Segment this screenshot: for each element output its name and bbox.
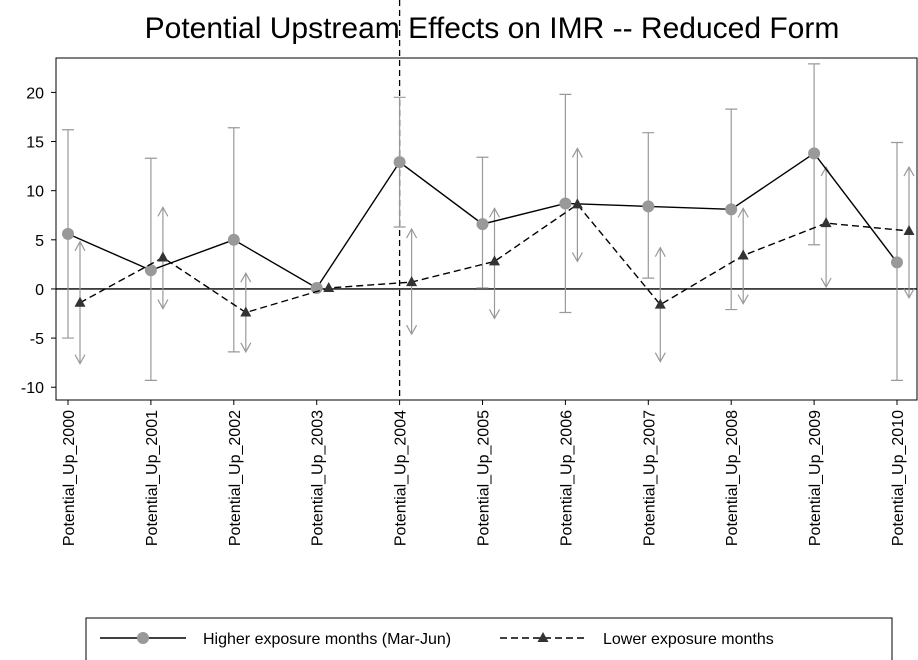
error-cap [144, 157, 157, 381]
x-tick-label: Potential_Up_2010 [890, 410, 907, 546]
error-cap [559, 93, 572, 314]
x-tick-label: Potential_Up_2002 [227, 410, 244, 546]
error-cap [157, 206, 169, 310]
x-tick-label: Potential_Up_2007 [641, 410, 658, 546]
marker [571, 198, 583, 209]
x-tick-label: Potential_Up_2009 [807, 410, 824, 546]
error-cap [808, 63, 821, 246]
marker [808, 147, 821, 160]
error-cap [891, 141, 903, 381]
x-tick-label: Potential_Up_2005 [476, 410, 493, 546]
y-tick-label: -10 [21, 380, 44, 397]
legend-marker [537, 632, 549, 642]
x-tick-label: Potential_Up_2006 [558, 410, 575, 546]
error-cap [725, 108, 738, 311]
marker [642, 200, 655, 213]
legend-box [85, 617, 893, 660]
marker [489, 255, 500, 266]
plot-frame [55, 57, 918, 401]
y-tick-label: -5 [30, 331, 44, 348]
x-tick-label: Potential_Up_2001 [144, 410, 161, 546]
y-tick-label: 5 [35, 233, 44, 250]
x-tick-label: Potential_Up_2008 [724, 410, 741, 546]
error-cap [74, 240, 86, 365]
error-cap [240, 271, 252, 354]
legend-marker [137, 632, 149, 644]
error-cap [642, 132, 655, 279]
marker [903, 224, 915, 235]
x-tick-label: Potential_Up_2004 [393, 410, 410, 546]
legend-label: Higher exposure months (Mar-Jun) [203, 631, 451, 648]
error-cap [476, 156, 489, 289]
marker [725, 203, 738, 216]
marker [74, 296, 86, 307]
marker [393, 156, 406, 169]
marker [559, 197, 572, 210]
error-cap [654, 246, 666, 363]
error-cap [571, 147, 583, 263]
marker [820, 217, 832, 228]
y-tick-label: 0 [35, 282, 44, 299]
y-tick-label: 20 [26, 85, 44, 102]
marker [240, 306, 252, 317]
marker [654, 298, 666, 309]
marker [737, 249, 749, 260]
y-tick-label: 15 [26, 135, 44, 152]
marker [144, 264, 157, 277]
error-cap [737, 207, 749, 305]
y-tick-label: 10 [26, 184, 44, 201]
error-cap [488, 207, 501, 320]
marker [406, 276, 418, 287]
error-cap [903, 165, 915, 300]
error-cap [62, 129, 74, 339]
legend-label: Lower exposure months [603, 631, 774, 648]
marker [227, 233, 240, 246]
chart-title: Potential Upstream Effects on IMR -- Red… [145, 12, 840, 45]
x-tick-label: Potential_Up_2000 [61, 410, 78, 546]
x-tick-label: Potential_Up_2003 [310, 410, 327, 546]
marker [891, 256, 903, 269]
marker [476, 218, 489, 231]
marker [62, 227, 74, 240]
error-cap [406, 227, 418, 336]
marker [157, 251, 169, 262]
error-cap [393, 96, 406, 228]
marker [323, 281, 335, 292]
series-line [79, 203, 910, 314]
error-cap [227, 127, 240, 353]
